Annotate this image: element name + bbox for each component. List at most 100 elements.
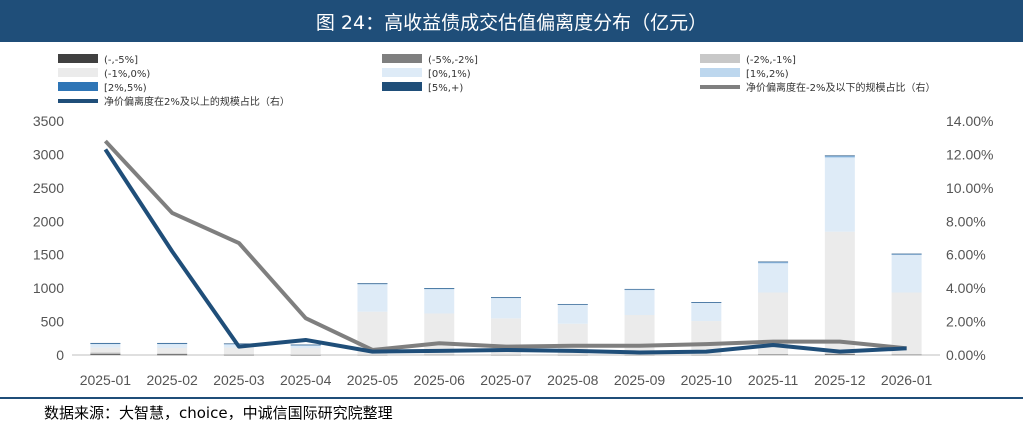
chart-title: 图 24：高收益债成交估值偏离度分布（亿元） [0, 0, 1023, 42]
axes: 0 500 1000 1500 2000 2500 3000 3500 0.00% 2.00% 4.… [33, 113, 994, 388]
y-right-tick: 12.00% [946, 146, 993, 162]
x-tick: 2025-08 [547, 372, 599, 388]
bar-segment [824, 156, 855, 159]
bar-segment [90, 343, 121, 345]
bar-segment [424, 288, 455, 289]
x-tick: 2025-06 [414, 372, 466, 388]
bar-segment [157, 353, 188, 355]
x-tick: 2025-01 [80, 372, 132, 388]
bar-segment [157, 342, 188, 344]
bar-segment [891, 255, 922, 293]
bar-segment [491, 298, 521, 319]
y-left-tick: 2000 [33, 213, 64, 229]
bar-segment [758, 262, 789, 264]
y-left-tick: 500 [41, 314, 65, 330]
line-series-down [103, 139, 907, 352]
bar-segment [223, 347, 254, 355]
y-left-tick: 0 [56, 347, 64, 363]
bar-segment [290, 354, 321, 356]
bar-segment [290, 354, 321, 355]
bar-segment [357, 354, 388, 356]
bar-segment [624, 289, 655, 291]
bar-segment [491, 354, 521, 355]
x-tick: 2025-11 [748, 372, 799, 388]
y-right-tick: 4.00% [946, 280, 986, 296]
legend-label: 净价偏离度在2%及以上的规模占比（右） [104, 95, 290, 108]
legend-label: (-2%,-1%] [746, 55, 796, 66]
bar-segment [90, 344, 121, 348]
bar-segment [357, 354, 388, 355]
bar-segment [223, 354, 254, 355]
legend-label: 净价偏离度在-2%及以下的规模占比（右） [746, 81, 935, 94]
bar-segment [157, 353, 188, 354]
bar-segment [90, 343, 121, 344]
y-right-tick: 10.00% [946, 180, 993, 196]
bar-segment [824, 158, 855, 232]
bar-segment [90, 353, 121, 355]
bar-segment [557, 354, 588, 356]
legend-swatch-3 [700, 54, 740, 63]
bar-segment [824, 353, 855, 354]
bar-segment [424, 289, 455, 314]
legend-label: [5%,+) [428, 83, 463, 94]
y-left-tick: 3000 [33, 146, 64, 162]
bar-segment [157, 347, 188, 354]
bar-segment [891, 292, 922, 354]
legend: (-,-5%] (-5%,-2%] (-2%,-1%] (-1%,0%) [0%,1%)… [58, 54, 935, 108]
y-left-tick: 2500 [33, 180, 64, 196]
bar-segment [557, 304, 588, 305]
bar-segment [290, 348, 321, 355]
bar-segment [891, 354, 922, 356]
x-tick: 2025-12 [814, 372, 866, 388]
x-tick: 2025-10 [681, 372, 733, 388]
legend-label: (-1%,0%) [104, 69, 150, 80]
bar-segment [424, 313, 455, 355]
bar-segment [157, 354, 188, 356]
bar-segment [691, 354, 722, 356]
x-tick: 2025-03 [213, 372, 265, 388]
bar-segment [624, 288, 655, 290]
bar-segment [357, 283, 388, 284]
bar-segment [290, 345, 321, 349]
bar-segment [891, 254, 922, 256]
bar-segment [891, 253, 922, 255]
bar-segment [624, 354, 655, 355]
bar-segment [624, 354, 655, 356]
bar-segment [157, 344, 188, 348]
legend-swatch-7 [58, 82, 98, 91]
bar-segment [424, 354, 455, 356]
bar-segment [90, 352, 121, 354]
bar-segment [157, 343, 188, 345]
y-right-tick: 6.00% [946, 247, 986, 263]
bar-segment [624, 290, 655, 316]
legend-swatch-5 [382, 68, 422, 77]
bar-segment [691, 354, 722, 355]
bar-segment [891, 353, 922, 355]
bar-segment [424, 354, 455, 355]
bar-segment [223, 354, 254, 356]
y-right-tick: 2.00% [946, 314, 986, 330]
bar-segment [557, 303, 588, 305]
x-tick: 2025-04 [280, 372, 332, 388]
bar-segment [758, 261, 789, 263]
bar-segment [758, 354, 789, 356]
legend-swatch-1 [58, 54, 98, 63]
bar-segment [290, 344, 321, 346]
bar-segment [824, 155, 855, 157]
bar-segment [90, 347, 121, 353]
y-right-tick: 14.00% [946, 113, 993, 129]
bar-segment [824, 231, 855, 354]
lines [103, 139, 907, 355]
footer-divider [0, 397, 1023, 399]
legend-swatch-6 [700, 68, 740, 77]
legend-swatch-8 [382, 82, 422, 91]
source-note: 数据来源：大智慧，choice，中诚信国际研究院整理 [44, 404, 393, 422]
bar-segment [691, 302, 722, 322]
legend-label: (-5%,-2%] [428, 55, 478, 66]
legend-label: [1%,2%) [746, 69, 789, 80]
legend-label: (-,-5%] [104, 55, 138, 66]
y-right-tick: 8.00% [946, 213, 986, 229]
bar-segment [758, 261, 789, 263]
bar-segment [758, 353, 789, 355]
x-tick: 2025-02 [146, 372, 198, 388]
